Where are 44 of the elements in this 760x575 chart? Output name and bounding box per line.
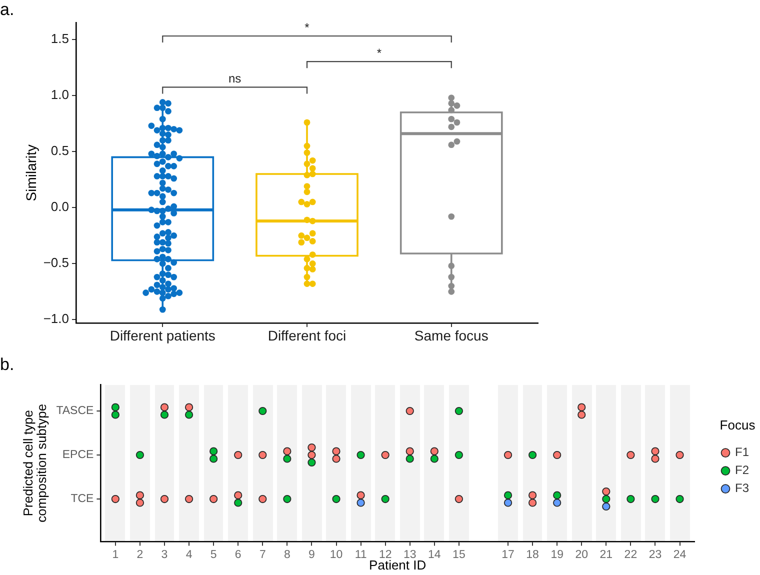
x-tick-label: 21 xyxy=(600,548,613,561)
annotation: * xyxy=(376,46,382,60)
y-tick-label: TCE xyxy=(70,493,94,506)
legend-title: Focus xyxy=(720,417,756,432)
x-tick-label: 10 xyxy=(330,548,343,561)
y-axis-title: Similarity xyxy=(22,144,39,202)
x-tick-label: 5 xyxy=(210,548,217,561)
chart-title: b. xyxy=(0,354,14,374)
x-tick-label: Different foci xyxy=(268,327,346,344)
y-tick-label: −0.5 xyxy=(43,255,69,270)
x-tick-label: 1 xyxy=(112,548,119,561)
y-tick-label: 1.5 xyxy=(50,31,69,46)
annotation: * xyxy=(304,20,310,34)
x-tick-label: Different patients xyxy=(110,327,216,344)
x-tick-label: 3 xyxy=(161,548,168,561)
y-tick-label: TASCE xyxy=(56,405,94,418)
x-tick-label: 19 xyxy=(550,548,564,561)
x-tick-label: 14 xyxy=(428,548,442,561)
y-axis-title: Predicted cell type composition subtype xyxy=(20,404,50,522)
annotation: ns xyxy=(228,72,242,86)
x-tick-label: 23 xyxy=(648,548,662,561)
chart-title: a. xyxy=(0,0,14,19)
legend-label: F1 xyxy=(735,445,750,460)
x-tick-label: 6 xyxy=(234,548,242,561)
x-tick-label: 22 xyxy=(624,548,638,561)
legend-label: F3 xyxy=(735,481,750,496)
y-tick-label: −1.0 xyxy=(43,311,69,326)
x-tick-label: 17 xyxy=(502,548,514,561)
x-tick-label: Same focus xyxy=(414,327,488,344)
y-tick-label: 0.0 xyxy=(50,199,69,214)
x-tick-label: 8 xyxy=(284,548,290,561)
x-tick-label: 20 xyxy=(575,548,588,561)
x-tick-label: 4 xyxy=(186,548,193,561)
x-tick-label: 9 xyxy=(308,548,315,561)
x-tick-label: 18 xyxy=(526,548,539,561)
x-tick-label: 11 xyxy=(354,548,367,561)
legend-label: F2 xyxy=(735,463,750,478)
y-tick-label: 1.0 xyxy=(50,87,69,102)
x-tick-label: 24 xyxy=(673,548,687,561)
x-tick-label: 2 xyxy=(136,548,144,561)
x-tick-label: 7 xyxy=(259,548,266,561)
y-tick-label: EPCE xyxy=(62,449,94,462)
y-tick-label: 0.5 xyxy=(50,143,69,158)
x-tick-label: 15 xyxy=(452,548,466,561)
